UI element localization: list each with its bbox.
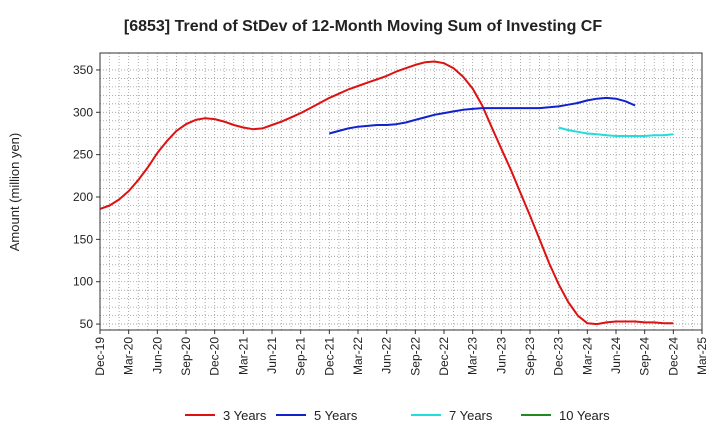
series-line-2 [329, 96, 636, 135]
x-tick-label: Sep-24 [638, 337, 652, 376]
y-tick-label: 200 [73, 190, 93, 204]
axes [99, 52, 703, 331]
y-tick-label: 300 [73, 105, 93, 119]
x-tick-label: Mar-25 [695, 337, 709, 375]
x-tick-label: Jun-20 [150, 337, 164, 374]
y-axis-label: Amount (million yen) [7, 133, 22, 252]
x-tick-label: Dec-21 [322, 337, 336, 376]
x-tick-label: Dec-20 [208, 337, 222, 376]
x-tick-label: Mar-21 [236, 337, 250, 375]
x-tick-label: Mar-23 [466, 337, 480, 375]
x-tick-label: Dec-22 [437, 337, 451, 376]
legend-label: 3 Years [223, 408, 267, 423]
legend: 3 Years 5 Years 7 Years 10 Years [185, 408, 610, 423]
x-tick-label: Jun-24 [609, 337, 623, 374]
y-tick-label: 50 [80, 317, 94, 331]
chart-title: [6853] Trend of StDev of 12-Month Moving… [124, 18, 602, 35]
x-tick-label: Sep-20 [179, 337, 193, 376]
x-tick-labels: Dec-19 Mar-20 Jun-20 Sep-20 Dec-20 Mar-21 Jun-… [93, 330, 709, 376]
series-line-3 [558, 126, 674, 137]
grid-lines [99, 53, 703, 330]
x-tick-label: Sep-23 [523, 337, 537, 376]
y-tick-labels: 50 100 150 200 250 300 350 [73, 63, 100, 331]
x-tick-label: Sep-22 [408, 337, 422, 376]
x-tick-label: Sep-21 [294, 337, 308, 376]
y-tick-label: 350 [73, 63, 93, 77]
y-tick-label: 250 [73, 148, 93, 162]
plot-frame [99, 52, 703, 331]
x-tick-label: Jun-23 [494, 337, 508, 374]
x-tick-label: Jun-21 [265, 337, 279, 374]
x-tick-label: Dec-19 [93, 337, 107, 376]
legend-label: 5 Years [314, 408, 358, 423]
y-tick-label: 100 [73, 275, 93, 289]
x-tick-label: Mar-20 [122, 337, 136, 375]
x-tick-label: Mar-24 [580, 337, 594, 375]
series-line-1 [99, 60, 674, 326]
plot-area [100, 53, 702, 330]
y-tick-label: 150 [73, 232, 93, 246]
series-lines [99, 60, 674, 326]
legend-label: 7 Years [449, 408, 493, 423]
x-tick-label: Dec-23 [552, 337, 566, 376]
x-tick-label: Dec-24 [666, 337, 680, 376]
x-tick-label: Jun-22 [380, 337, 394, 374]
legend-label: 10 Years [559, 408, 610, 423]
x-tick-label: Mar-22 [351, 337, 365, 375]
plot-background [100, 53, 702, 330]
